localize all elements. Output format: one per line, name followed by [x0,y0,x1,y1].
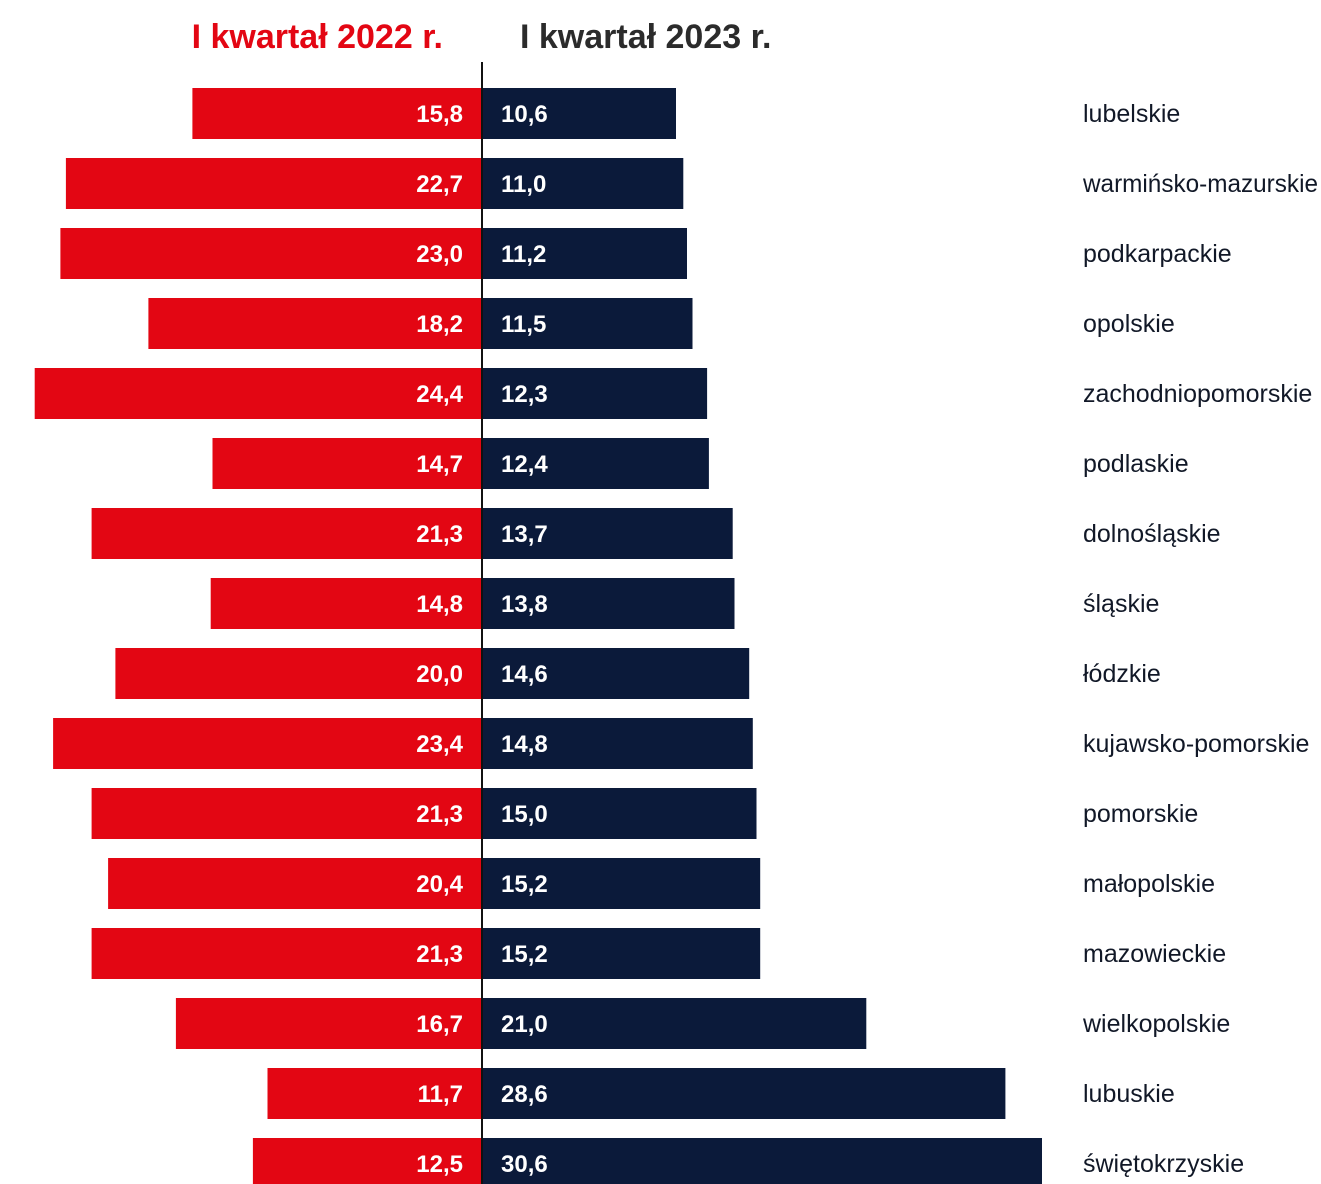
value-label-2023-1: 11,0 [501,171,546,198]
category-label-3: opolskie [1083,310,1175,338]
bar-2022-5 [212,438,482,489]
value-label-2023-12: 15,2 [501,941,548,968]
value-label-2023-7: 13,8 [501,591,548,618]
series-2022-value-labels: 15,8 22,7 23,0 18,2 24,4 14,7 21,3 14,8 20,0 23,4… [416,101,463,1178]
value-label-2023-15: 30,6 [501,1151,548,1178]
bar-2022-12 [91,928,482,979]
bar-2023-9 [482,718,753,769]
value-label-2022-10: 21,3 [416,801,463,828]
category-label-12: mazowieckie [1083,940,1226,968]
bar-2023-12 [482,928,761,979]
value-label-2022-13: 16,7 [416,1011,463,1038]
value-label-2022-9: 23,4 [416,731,463,758]
series-2023-value-labels: 10,6 11,0 11,2 11,5 12,3 12,4 13,7 13,8 14,6 14,8… [501,101,548,1178]
value-label-2023-5: 12,4 [501,451,548,478]
category-label-10: pomorskie [1083,800,1198,828]
value-label-2023-10: 15,0 [501,801,548,828]
bar-2023-14 [482,1068,1006,1119]
category-label-11: małopolskie [1083,870,1215,898]
bar-2023-3 [482,298,693,349]
bar-2023-6 [482,508,733,559]
category-label-8: łódzkie [1083,660,1161,688]
category-label-13: wielkopolskie [1082,1010,1230,1038]
bar-2022-0 [192,88,482,139]
value-label-2022-8: 20,0 [416,661,463,688]
value-label-2022-3: 18,2 [416,311,463,338]
value-label-2022-7: 14,8 [416,591,463,618]
bar-2022-7 [210,578,482,629]
series-2022-header: I kwartał 2022 r. [192,18,443,56]
value-label-2022-15: 12,5 [416,1151,463,1178]
bar-2022-15 [252,1138,482,1184]
bar-2023-15 [482,1138,1042,1184]
category-label-6: dolnośląskie [1083,520,1221,548]
bar-2023-10 [482,788,757,839]
category-label-2: podkarpackie [1083,240,1232,268]
category-label-5: podlaskie [1083,450,1189,478]
value-label-2023-11: 15,2 [501,871,548,898]
value-label-2022-6: 21,3 [416,521,463,548]
category-label-4: zachodniopomorskie [1083,380,1312,408]
value-label-2023-13: 21,0 [501,1011,548,1038]
bar-2023-0 [482,88,676,139]
bar-2022-3 [148,298,482,349]
series-2023-bars [482,88,1042,1184]
value-label-2023-0: 10,6 [501,101,548,128]
category-label-9: kujawsko-pomorskie [1083,730,1309,758]
category-label-15: świętokrzyskie [1083,1150,1244,1178]
value-label-2022-2: 23,0 [416,241,463,268]
category-label-1: warmińsko-mazurskie [1082,170,1318,198]
bar-2022-9 [53,718,482,769]
value-label-2022-14: 11,7 [418,1081,463,1108]
value-label-2023-9: 14,8 [501,731,548,758]
bar-2022-13 [175,998,482,1049]
value-label-2023-8: 14,6 [501,661,548,688]
bar-2022-8 [115,648,483,699]
bar-2022-11 [108,858,482,909]
series-2022-bars [34,88,483,1184]
value-label-2022-1: 22,7 [416,171,463,198]
category-labels: lubelskie warmińsko-mazurskie podkarpackie… [1082,100,1318,1178]
category-label-0: lubelskie [1083,100,1180,128]
value-label-2022-11: 20,4 [416,871,463,898]
bar-2022-6 [91,508,482,559]
bar-2023-13 [482,998,867,1049]
bar-2022-10 [91,788,482,839]
value-label-2023-14: 28,6 [501,1081,548,1108]
value-label-2022-12: 21,3 [416,941,463,968]
bar-2022-14 [267,1068,482,1119]
series-2023-header: I kwartał 2023 r. [520,18,771,56]
bar-2023-5 [482,438,709,489]
value-label-2023-2: 11,2 [501,241,546,268]
bar-2022-1 [65,158,483,209]
value-label-2023-4: 12,3 [501,381,548,408]
bar-2023-2 [482,228,687,279]
bar-2022-2 [60,228,483,279]
bar-2022-4 [34,368,482,419]
value-label-2023-3: 11,5 [501,311,546,338]
bar-2023-8 [482,648,750,699]
bar-2023-11 [482,858,761,909]
value-label-2022-4: 24,4 [416,381,463,408]
bar-2023-4 [482,368,708,419]
value-label-2022-0: 15,8 [416,101,463,128]
category-label-7: śląskie [1083,590,1159,618]
value-label-2023-6: 13,7 [501,521,548,548]
value-label-2022-5: 14,7 [416,451,463,478]
bar-2023-1 [482,158,684,209]
category-label-14: lubuskie [1083,1080,1175,1108]
bar-2023-7 [482,578,735,629]
